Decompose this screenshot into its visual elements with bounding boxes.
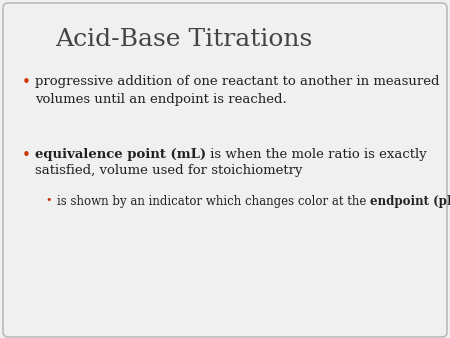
Text: is when the mole ratio is exactly: is when the mole ratio is exactly xyxy=(206,148,427,161)
Text: •: • xyxy=(45,195,51,205)
Text: satisfied, volume used for stoichiometry: satisfied, volume used for stoichiometry xyxy=(35,164,302,177)
Text: is shown by an indicator which changes color at the: is shown by an indicator which changes c… xyxy=(57,195,370,208)
Text: •: • xyxy=(22,148,31,163)
Text: equivalence point (mL): equivalence point (mL) xyxy=(35,148,206,161)
Text: Acid-Base Titrations: Acid-Base Titrations xyxy=(55,28,312,51)
Text: •: • xyxy=(22,75,31,90)
Text: progressive addition of one reactant to another in measured
volumes until an end: progressive addition of one reactant to … xyxy=(35,75,440,106)
Text: endpoint (pH): endpoint (pH) xyxy=(370,195,450,208)
FancyBboxPatch shape xyxy=(3,3,447,337)
